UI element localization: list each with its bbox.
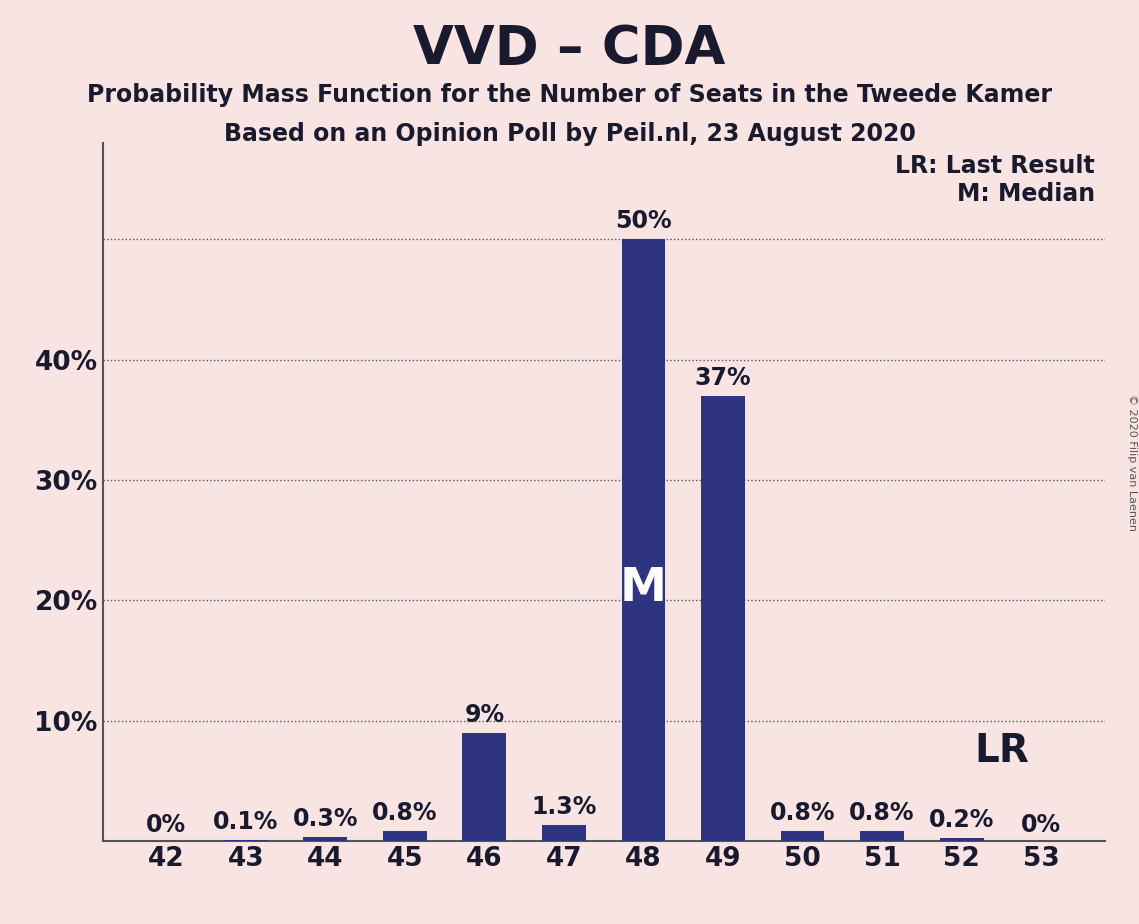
Text: 37%: 37% bbox=[695, 366, 752, 390]
Bar bbox=[224, 840, 268, 841]
Text: 1.3%: 1.3% bbox=[531, 796, 597, 820]
Bar bbox=[462, 733, 506, 841]
Bar bbox=[940, 838, 983, 841]
Text: 0.8%: 0.8% bbox=[372, 801, 437, 825]
Bar bbox=[303, 837, 347, 841]
Bar bbox=[702, 395, 745, 841]
Text: 9%: 9% bbox=[465, 702, 505, 726]
Text: LR: LR bbox=[974, 732, 1029, 770]
Text: 0%: 0% bbox=[146, 813, 186, 837]
Bar bbox=[860, 832, 904, 841]
Bar bbox=[702, 395, 745, 841]
Bar bbox=[542, 825, 585, 841]
Text: 0.1%: 0.1% bbox=[213, 809, 278, 833]
Text: 0.2%: 0.2% bbox=[929, 808, 994, 833]
Bar bbox=[622, 239, 665, 841]
Text: VVD – CDA: VVD – CDA bbox=[413, 23, 726, 75]
Text: 0.3%: 0.3% bbox=[293, 808, 358, 832]
Text: 50%: 50% bbox=[615, 210, 672, 234]
Text: © 2020 Filip van Laenen: © 2020 Filip van Laenen bbox=[1126, 394, 1137, 530]
Bar bbox=[383, 832, 427, 841]
Text: 0.8%: 0.8% bbox=[770, 801, 835, 825]
Text: Based on an Opinion Poll by Peil.nl, 23 August 2020: Based on an Opinion Poll by Peil.nl, 23 … bbox=[223, 122, 916, 146]
Text: M: M bbox=[620, 565, 667, 611]
Text: 0.8%: 0.8% bbox=[850, 801, 915, 825]
Bar bbox=[780, 832, 825, 841]
Bar bbox=[542, 825, 585, 841]
Text: 0%: 0% bbox=[1022, 813, 1062, 837]
Text: Probability Mass Function for the Number of Seats in the Tweede Kamer: Probability Mass Function for the Number… bbox=[87, 83, 1052, 107]
Bar bbox=[860, 832, 904, 841]
Text: LR: Last Result: LR: Last Result bbox=[895, 153, 1095, 177]
Text: M: Median: M: Median bbox=[957, 182, 1095, 205]
